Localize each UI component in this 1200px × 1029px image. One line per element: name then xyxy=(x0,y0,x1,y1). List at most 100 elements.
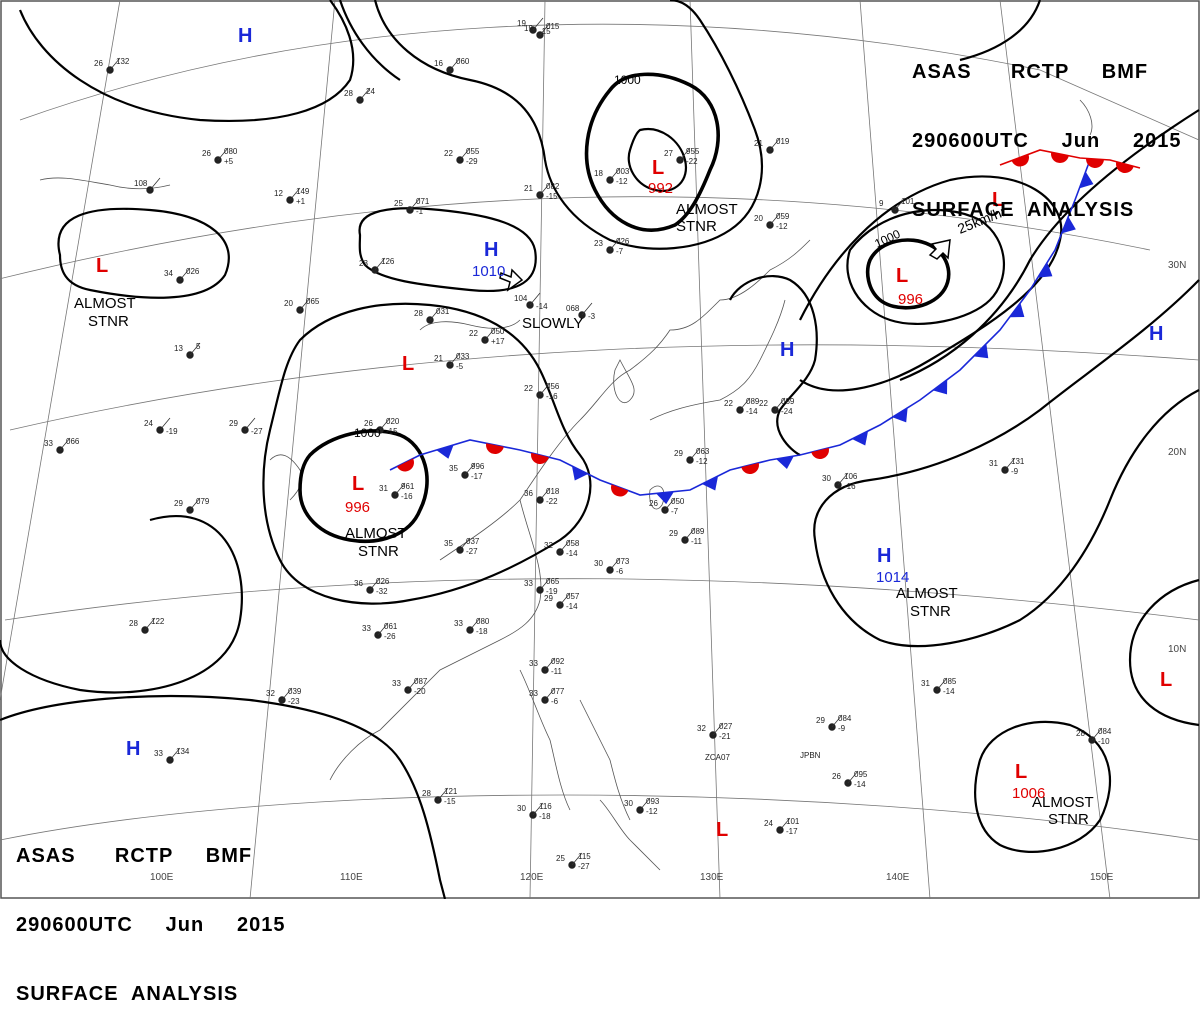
station-temperature: 30 xyxy=(822,474,831,483)
isobar xyxy=(18,0,355,123)
wind-barb-icon xyxy=(684,527,696,541)
station-temperature: 24 xyxy=(764,819,773,828)
station-pressure: 018 xyxy=(546,487,560,496)
station-pressure: 115 xyxy=(578,852,591,861)
low-marker: L xyxy=(1015,761,1027,783)
header-line: ASAS RCTP BMF xyxy=(912,61,1149,83)
pressure-value: 996 xyxy=(345,499,370,516)
high-marker: H xyxy=(877,545,891,567)
isobar xyxy=(57,207,230,299)
wind-barb-icon xyxy=(581,302,593,316)
station-temperature: 31 xyxy=(921,679,930,688)
station-temperature: 33 xyxy=(529,689,538,698)
high-pressure-center: H 1010 SLOWLY xyxy=(472,239,583,332)
wind-barb-icon xyxy=(429,307,441,321)
wind-barb-icon xyxy=(484,327,496,341)
station-temperature: 30 xyxy=(594,559,603,568)
station-pressure-change: -11 xyxy=(691,537,703,546)
wind-barb-icon xyxy=(532,802,544,816)
station-pressure: 116 xyxy=(539,802,552,811)
station-plot: 22 089-14 xyxy=(724,397,760,416)
wind-barb-icon xyxy=(544,657,556,671)
movement-note: ALMOST STNR xyxy=(896,585,958,620)
station-pressure: 121 xyxy=(444,787,458,796)
station-temperature: 28 xyxy=(129,619,138,628)
station-temperature: 104 xyxy=(514,294,528,303)
isobar xyxy=(959,0,1042,62)
isobar-value-label: 1000 xyxy=(354,426,381,440)
wind-barb-icon xyxy=(189,342,201,356)
station-pressure: 026 xyxy=(376,577,390,586)
station-pressure-change: -14 xyxy=(746,407,758,416)
station-pressure-change: -18 xyxy=(539,812,551,821)
latitude-label: 10N xyxy=(1168,644,1186,655)
station-pressure-change: -19 xyxy=(546,587,558,596)
low-marker: L xyxy=(1160,669,1172,691)
station-pressure: 085 xyxy=(943,677,957,686)
station-pressure-change: -15 xyxy=(386,427,398,436)
station-temperature: 19 xyxy=(524,24,533,33)
low-pressure-center: L ALMOST STNR xyxy=(74,255,136,330)
station-pressure-change: -19 xyxy=(166,427,178,436)
station-pressure: 060 xyxy=(456,57,470,66)
high-marker: H xyxy=(484,239,498,261)
station-pressure-change: -16 xyxy=(401,492,413,501)
station-pressure: 106 xyxy=(844,472,858,481)
coordinate-labels: 100E 110E 120E 130E 140E 150E 30N 20N 10… xyxy=(150,260,1186,883)
station-temperature: 9 xyxy=(879,199,884,208)
header-top: ASAS RCTP BMF 290600UTC Jun 2015 SURFACE… xyxy=(912,15,1181,245)
station-plot: 28 121-15 xyxy=(422,787,458,806)
wind-barb-icon xyxy=(459,147,471,161)
station-plot: 19 -15 xyxy=(517,17,551,36)
station-temperature: 22 xyxy=(724,399,733,408)
station-temperature: 33 xyxy=(524,579,533,588)
high-marker: H xyxy=(780,339,794,361)
station-pressure: 131 xyxy=(1011,457,1025,466)
station-temperature: 35 xyxy=(444,539,453,548)
station-pressure-change: -24 xyxy=(781,407,793,416)
warm-front-semicircle xyxy=(811,447,830,459)
station-temperature: 22 xyxy=(524,384,533,393)
station-plot: 31 961-16 xyxy=(379,482,415,501)
station-pressure: 082 xyxy=(546,182,560,191)
station-pressure-change: -12 xyxy=(646,807,658,816)
station-temperature: 24 xyxy=(144,419,153,428)
station-plot: 28 24 xyxy=(344,87,375,104)
station-temperature: 25 xyxy=(394,199,403,208)
station-pressure-change: -14 xyxy=(566,602,578,611)
station-pressure-change: -14 xyxy=(536,302,548,311)
station-temperature: 30 xyxy=(624,799,633,808)
high-marker: H xyxy=(1149,323,1163,345)
station-plot: 33 080-18 xyxy=(454,617,490,636)
station-temperature: 25 xyxy=(556,854,565,863)
header-line: 290600UTC Jun 2015 xyxy=(912,130,1182,152)
pressure-value: 992 xyxy=(648,180,673,197)
station-pressure: 026 xyxy=(616,237,630,246)
station-plot: 13 5 xyxy=(174,342,201,359)
wind-barb-icon xyxy=(59,437,71,451)
station-temperature: 19 xyxy=(517,19,526,28)
station-plot: 30 116-18 xyxy=(517,802,552,821)
station-temperature: 20 xyxy=(284,299,293,308)
station-plot: 36 026-32 xyxy=(354,577,390,596)
station-pressure-change: -12 xyxy=(776,222,788,231)
station-pressure: 093 xyxy=(646,797,660,806)
station-temperature: 21 xyxy=(524,184,533,193)
station-temperature: 29 xyxy=(544,594,553,603)
station-temperature: 28 xyxy=(344,89,353,98)
station-pressure: 050 xyxy=(671,497,685,506)
station-plot: 23 126 xyxy=(359,257,395,274)
station-name-labels: JPBN ZCA07 xyxy=(705,751,821,762)
station-plot: 29 -27 xyxy=(229,417,263,436)
wind-barb-icon xyxy=(394,482,406,496)
station-pressure-change: -29 xyxy=(466,157,478,166)
station-plot: 22 089-24 xyxy=(759,397,795,416)
station-plot: 28 031 xyxy=(414,307,450,324)
station-plot: 31 131-9 xyxy=(989,457,1025,476)
cold-front-triangle xyxy=(932,379,948,395)
wind-barb-icon xyxy=(712,722,724,736)
station-pressure: 961 xyxy=(401,482,415,491)
wind-barb-icon xyxy=(144,617,156,631)
pressure-value: 1014 xyxy=(876,569,909,586)
latitude-longitude-grid xyxy=(0,0,1200,899)
